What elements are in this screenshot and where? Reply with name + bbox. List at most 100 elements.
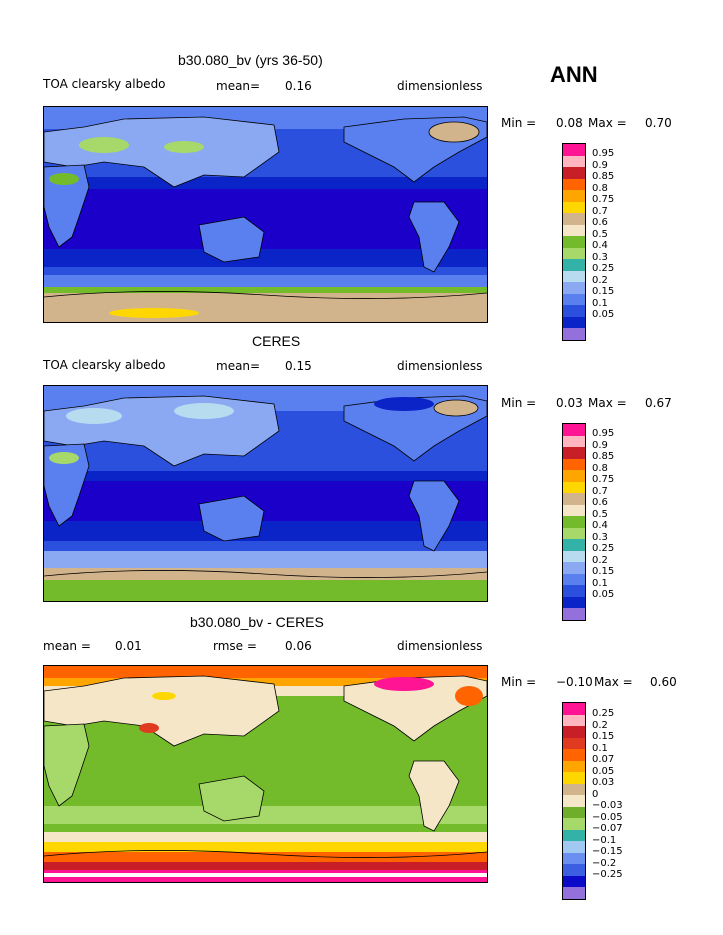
panel1-map <box>43 106 488 323</box>
colorbar-tick: 0.1 <box>592 742 608 754</box>
colorbar-swatch <box>563 270 585 282</box>
colorbar-tick: 0.9 <box>592 439 608 451</box>
colorbar-swatch <box>563 144 585 156</box>
panel3-units: dimensionless <box>397 639 483 653</box>
colorbar-swatch <box>563 328 585 340</box>
colorbar-swatch <box>563 481 585 493</box>
colorbar-swatch <box>563 259 585 271</box>
panel2-mean-value: 0.15 <box>285 359 312 373</box>
colorbar-tick: 0.75 <box>592 194 615 205</box>
panel2-mean-label: mean= <box>216 359 261 373</box>
colorbar-tick: 0.25 <box>592 263 615 274</box>
colorbar-swatch <box>563 247 585 259</box>
colorbar-swatch <box>563 213 585 225</box>
colorbar-tick: 0.8 <box>592 182 608 194</box>
colorbar-swatch <box>563 435 585 447</box>
colorbar-swatch <box>563 516 585 528</box>
colorbar-swatch <box>563 504 585 516</box>
panel3-mean-label: mean = <box>43 639 91 653</box>
colorbar-swatch <box>563 760 585 772</box>
panel2-max-label: Max = <box>588 396 627 410</box>
colorbar-swatch <box>563 539 585 551</box>
panel3-max-label: Max = <box>594 675 633 689</box>
colorbar-swatch <box>563 573 585 585</box>
colorbar-swatch <box>563 190 585 202</box>
panel1-min-value: 0.08 <box>556 116 583 130</box>
colorbar-swatch <box>563 167 585 179</box>
colorbar-swatch <box>563 852 585 864</box>
panel2-title: CERES <box>252 333 301 349</box>
panel1-title: b30.080_bv (yrs 36-50) <box>178 52 323 68</box>
colorbar-swatch <box>563 596 585 608</box>
panel1-field-label: TOA clearsky albedo <box>43 77 166 91</box>
colorbar-swatch <box>563 829 585 841</box>
panel3-rmse-value: 0.06 <box>285 639 312 653</box>
colorbar-swatch <box>563 864 585 876</box>
panel2-units: dimensionless <box>397 359 483 373</box>
panel3-map <box>43 665 488 883</box>
colorbar-swatch <box>563 550 585 562</box>
colorbar-tick: 0 <box>592 788 599 800</box>
colorbar-tick: 0.2 <box>592 274 608 286</box>
colorbar-tick: 0.1 <box>592 297 608 309</box>
colorbar-swatch <box>563 282 585 294</box>
colorbar-swatch <box>563 178 585 190</box>
panel1-units: dimensionless <box>397 79 483 93</box>
colorbar-tick: 0.07 <box>592 754 615 765</box>
panel1-min-label: Min = <box>501 116 537 130</box>
panel3-min-value: −0.10 <box>556 675 593 689</box>
colorbar-swatch <box>563 424 585 436</box>
colorbar-swatch <box>563 527 585 539</box>
panel3-min-label: Min = <box>501 675 537 689</box>
colorbar-tick: 0.15 <box>592 731 615 742</box>
colorbar-tick: 0.25 <box>592 708 615 719</box>
colorbar-tick: 0.7 <box>592 485 608 497</box>
panel1-max-label: Max = <box>588 116 627 130</box>
colorbar-tick: −0.1 <box>592 834 617 846</box>
colorbar-swatch <box>563 224 585 236</box>
colorbar-tick: 0.8 <box>592 462 608 474</box>
panel2-colorbar <box>562 423 586 621</box>
colorbar-tick: 0.15 <box>592 286 615 297</box>
colorbar-swatch <box>563 293 585 305</box>
colorbar-swatch <box>563 795 585 807</box>
colorbar-tick: 0.4 <box>592 520 608 531</box>
colorbar-tick: 0.85 <box>592 171 615 182</box>
panel2-max-value: 0.67 <box>645 396 672 410</box>
colorbar-tick: 0.03 <box>592 777 615 788</box>
panel1-mean-value: 0.16 <box>285 79 312 93</box>
colorbar-tick: −0.05 <box>592 811 623 823</box>
season-label: ANN <box>550 62 598 87</box>
panel2-colorbar-labels: 0.95 0.9 0.85 0.8 0.75 0.7 0.6 0.5 0.4 0… <box>592 428 614 601</box>
colorbar-tick: 0.6 <box>592 497 608 508</box>
colorbar-swatch <box>563 447 585 459</box>
colorbar-tick: −0.25 <box>592 869 623 880</box>
colorbar-swatch <box>563 749 585 761</box>
colorbar-swatch <box>563 726 585 738</box>
colorbar-tick: 0.95 <box>592 428 615 439</box>
colorbar-tick: 0.2 <box>592 719 608 731</box>
colorbar-swatch <box>563 458 585 470</box>
colorbar-swatch <box>563 818 585 830</box>
colorbar-swatch <box>563 585 585 597</box>
colorbar-tick: 0.15 <box>592 566 615 577</box>
colorbar-tick: −0.07 <box>592 823 623 834</box>
panel2-map <box>43 385 488 602</box>
colorbar-swatch <box>563 703 585 715</box>
panel3-title: b30.080_bv - CERES <box>190 614 324 630</box>
panel2-min-value: 0.03 <box>556 396 583 410</box>
colorbar-swatch <box>563 772 585 784</box>
panel2-field-label: TOA clearsky albedo <box>43 358 166 372</box>
colorbar-swatch <box>563 875 585 887</box>
colorbar-tick: 0.6 <box>592 217 608 228</box>
colorbar-swatch <box>563 201 585 213</box>
panel3-mean-value: 0.01 <box>115 639 142 653</box>
colorbar-tick: 0.5 <box>592 228 608 240</box>
colorbar-tick: 0.3 <box>592 531 608 543</box>
colorbar-swatch <box>563 714 585 726</box>
colorbar-tick: 0.1 <box>592 577 608 589</box>
panel3-max-value: 0.60 <box>650 675 677 689</box>
colorbar-tick: 0.05 <box>592 589 615 600</box>
colorbar-tick: 0.85 <box>592 451 615 462</box>
colorbar-swatch <box>563 737 585 749</box>
